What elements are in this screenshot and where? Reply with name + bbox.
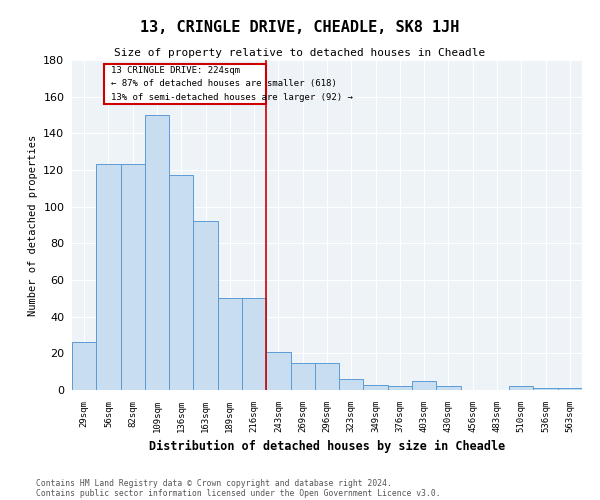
Text: Contains public sector information licensed under the Open Government Licence v3: Contains public sector information licen… — [36, 488, 440, 498]
Text: Contains HM Land Registry data © Crown copyright and database right 2024.: Contains HM Land Registry data © Crown c… — [36, 478, 392, 488]
Bar — [72, 342, 96, 390]
Bar — [218, 298, 242, 390]
Bar — [145, 115, 169, 390]
Bar — [315, 362, 339, 390]
Text: 13 CRINGLE DRIVE: 224sqm
← 87% of detached houses are smaller (618)
13% of semi-: 13 CRINGLE DRIVE: 224sqm ← 87% of detach… — [111, 66, 353, 102]
Bar — [96, 164, 121, 390]
Bar — [104, 64, 266, 104]
Bar — [509, 386, 533, 390]
Bar — [364, 384, 388, 390]
Bar — [558, 388, 582, 390]
Text: 13, CRINGLE DRIVE, CHEADLE, SK8 1JH: 13, CRINGLE DRIVE, CHEADLE, SK8 1JH — [140, 20, 460, 35]
Bar — [266, 352, 290, 390]
Text: Size of property relative to detached houses in Cheadle: Size of property relative to detached ho… — [115, 48, 485, 58]
Bar — [242, 298, 266, 390]
Bar — [193, 222, 218, 390]
Bar — [533, 388, 558, 390]
Bar — [169, 176, 193, 390]
Bar — [290, 362, 315, 390]
Bar — [436, 386, 461, 390]
Bar — [339, 379, 364, 390]
Bar — [388, 386, 412, 390]
Bar — [412, 381, 436, 390]
X-axis label: Distribution of detached houses by size in Cheadle: Distribution of detached houses by size … — [149, 440, 505, 454]
Bar — [121, 164, 145, 390]
Y-axis label: Number of detached properties: Number of detached properties — [28, 134, 38, 316]
